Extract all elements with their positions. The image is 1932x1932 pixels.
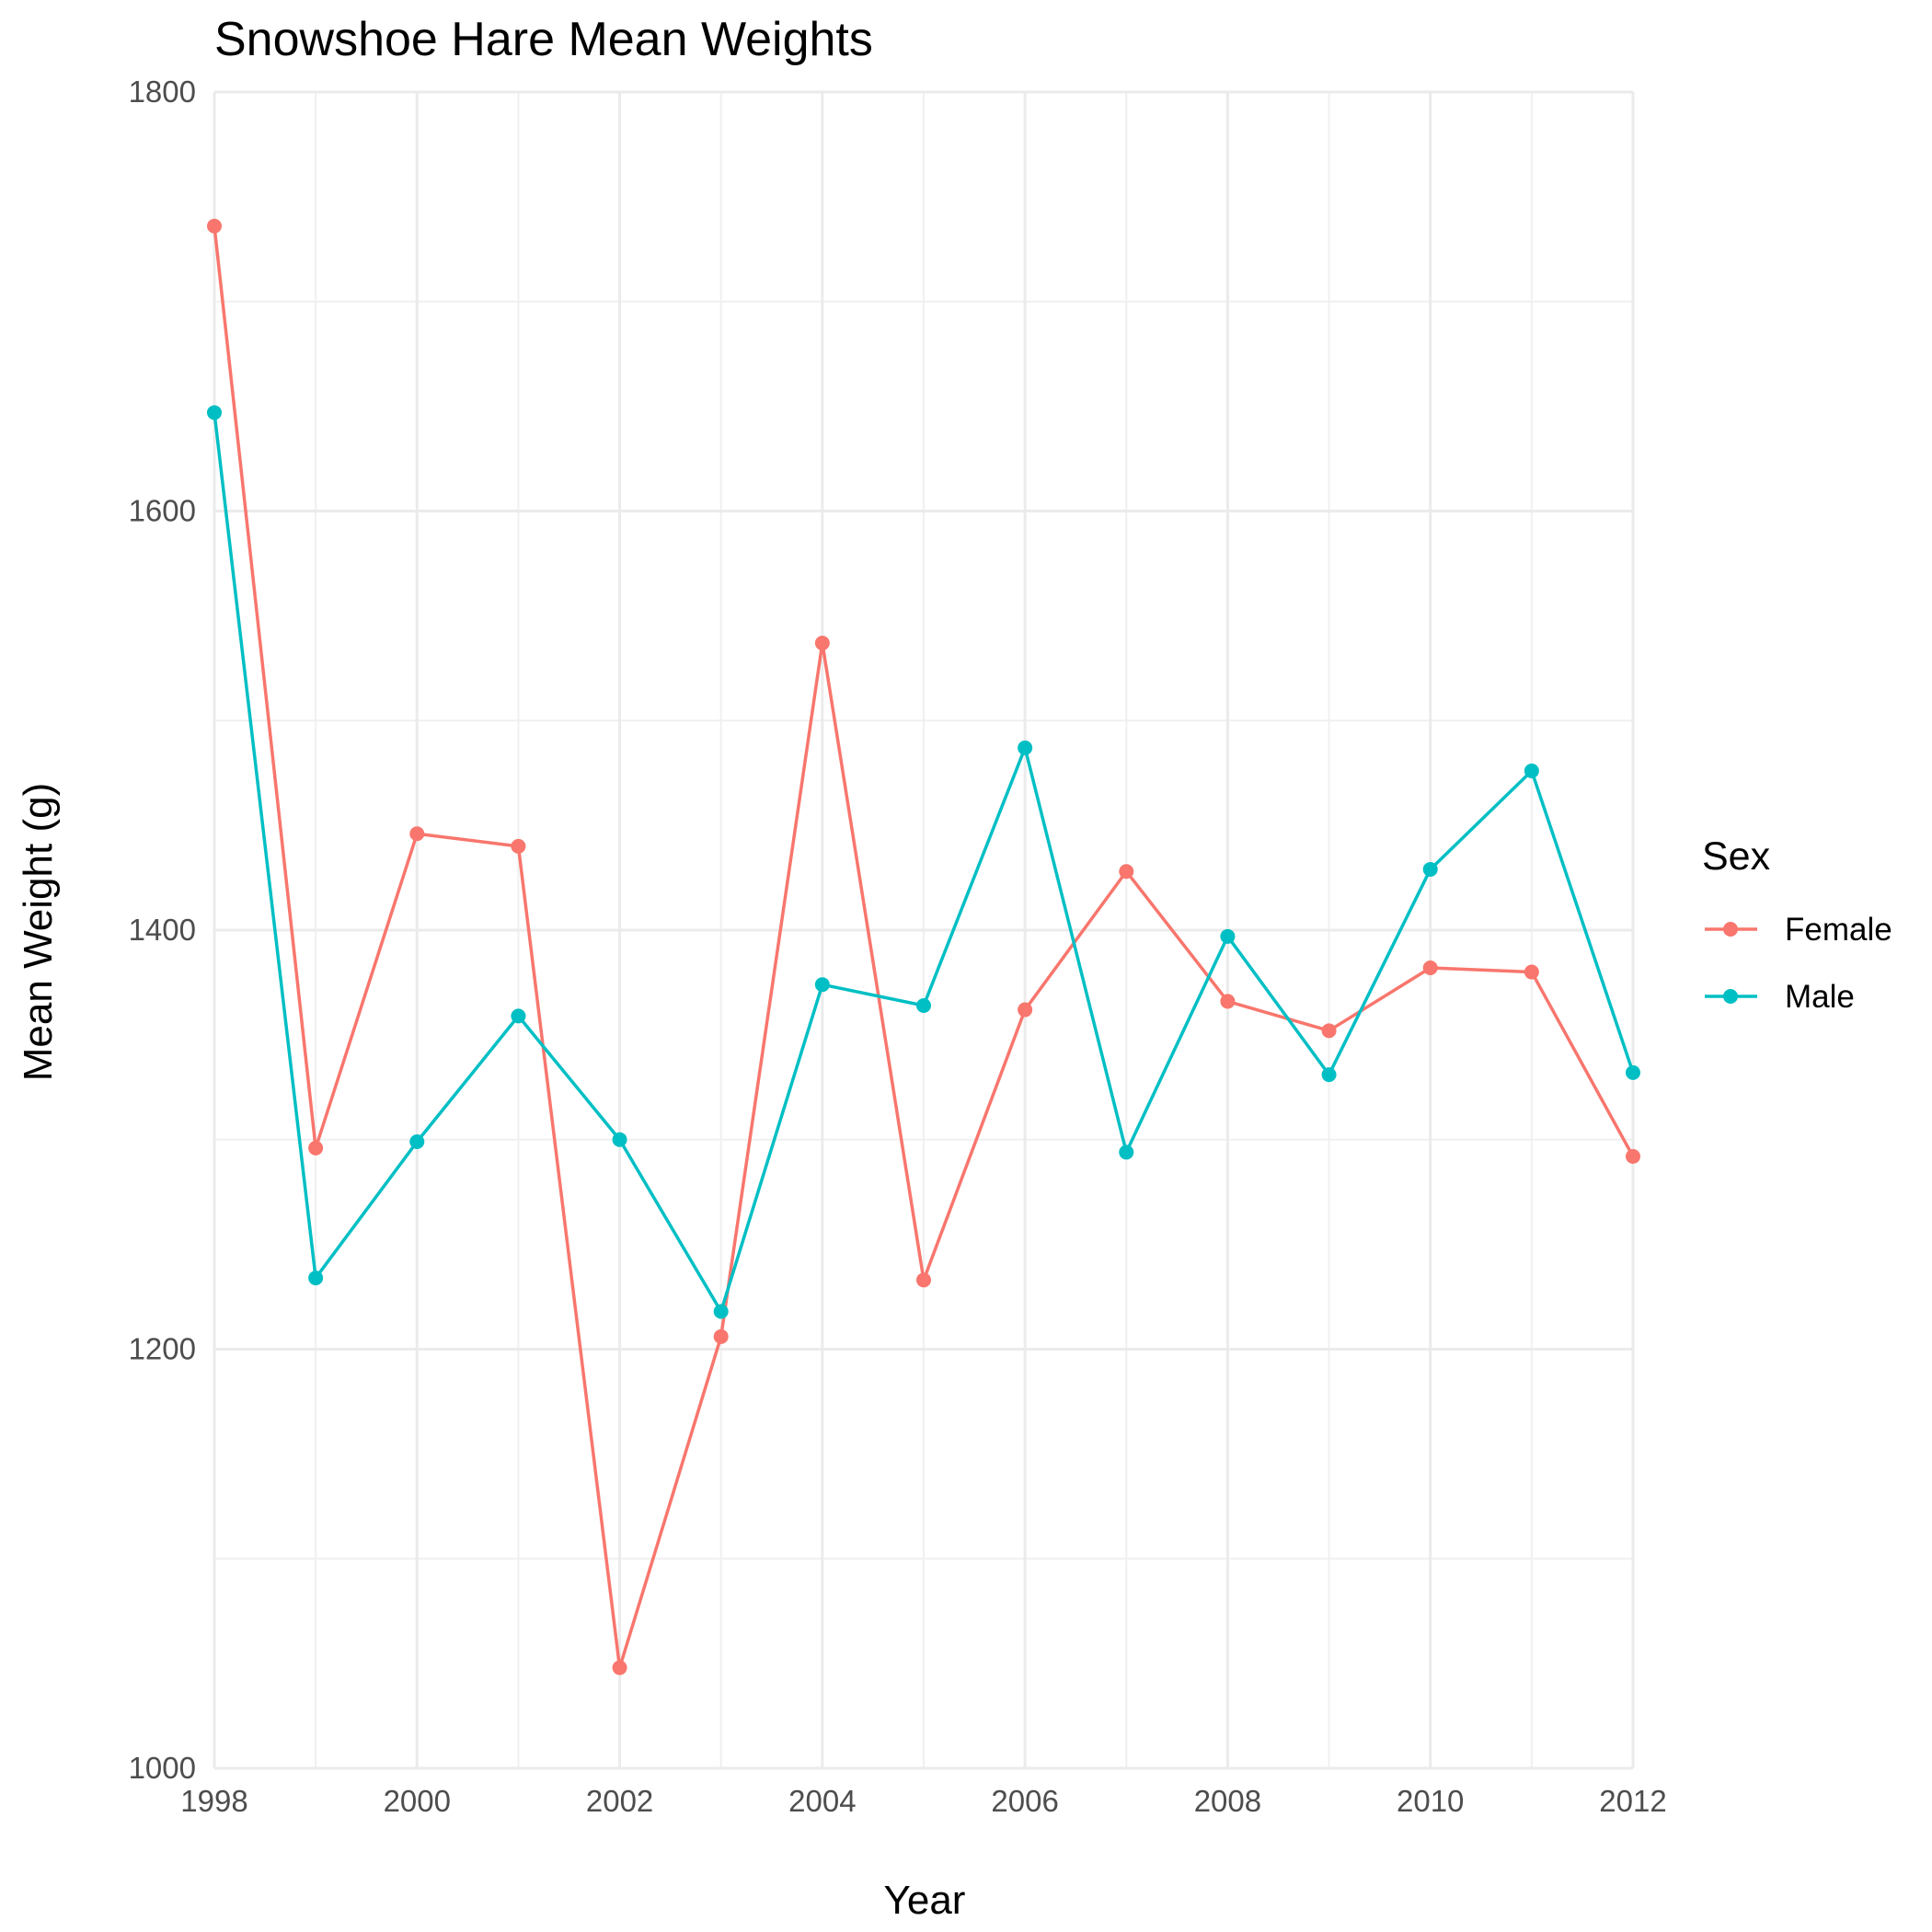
legend-title: Sex: [1702, 834, 1771, 879]
x-tick-label: 2012: [1599, 1784, 1666, 1818]
data-point-male: [1626, 1064, 1640, 1080]
legend-key-point-female: [1723, 922, 1738, 937]
data-point-male: [1119, 1144, 1134, 1160]
y-axis-title: Mean Weight (g): [16, 783, 61, 1081]
y-tick-label: 1600: [129, 494, 196, 528]
y-axis-tick-labels: 1000 1200 1400 1600 1800: [129, 75, 196, 1785]
legend-label-male: Male: [1785, 979, 1855, 1015]
data-point-male: [612, 1132, 627, 1147]
x-tick-label: 1998: [180, 1784, 247, 1818]
data-point-female: [916, 1272, 931, 1288]
x-tick-label: 2010: [1397, 1784, 1464, 1818]
data-point-female: [409, 826, 425, 842]
data-point-female: [207, 218, 222, 234]
data-point-female: [308, 1140, 324, 1156]
x-tick-label: 2004: [788, 1784, 856, 1818]
legend: Sex Female Male: [1702, 834, 1892, 1015]
x-axis-tick-labels: 1998 2000 2002 2004 2006 2008 2010 2012: [180, 1784, 1666, 1818]
y-tick-label: 1200: [129, 1332, 196, 1366]
data-point-male: [207, 405, 222, 420]
data-point-female: [1321, 1023, 1337, 1039]
data-point-male: [1422, 861, 1438, 877]
data-point-female: [1220, 994, 1236, 1009]
y-tick-label: 1000: [129, 1751, 196, 1785]
x-tick-label: 2008: [1194, 1784, 1261, 1818]
data-point-female: [1119, 864, 1134, 880]
data-point-female: [511, 838, 526, 854]
data-point-male: [1524, 763, 1539, 778]
x-tick-label: 2000: [384, 1784, 451, 1818]
data-point-female: [1018, 1002, 1033, 1018]
data-point-female: [1626, 1148, 1640, 1164]
grid: [213, 90, 1635, 1770]
data-point-male: [511, 1008, 526, 1024]
legend-label-female: Female: [1785, 912, 1892, 948]
data-point-male: [1321, 1067, 1337, 1083]
chart-title: Snowshoe Hare Mean Weights: [214, 13, 873, 66]
data-point-male: [1220, 928, 1236, 944]
data-series: [207, 218, 1640, 1675]
data-point-male: [1018, 740, 1033, 755]
data-point-female: [713, 1328, 729, 1344]
data-point-male: [814, 977, 830, 993]
data-point-male: [916, 997, 931, 1013]
x-tick-label: 2002: [586, 1784, 653, 1818]
data-point-male: [713, 1304, 729, 1319]
x-axis-title: Year: [884, 1878, 966, 1923]
y-tick-label: 1800: [129, 75, 196, 109]
y-tick-label: 1400: [129, 913, 196, 947]
data-point-female: [1524, 964, 1539, 980]
data-point-male: [409, 1134, 425, 1150]
x-tick-label: 2006: [991, 1784, 1058, 1818]
legend-key-point-male: [1723, 989, 1738, 1004]
data-point-female: [814, 635, 830, 650]
data-point-male: [308, 1271, 324, 1286]
data-point-female: [1422, 960, 1438, 975]
data-point-female: [612, 1660, 627, 1675]
